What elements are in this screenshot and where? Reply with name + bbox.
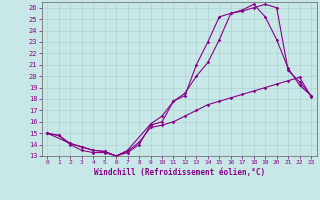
X-axis label: Windchill (Refroidissement éolien,°C): Windchill (Refroidissement éolien,°C) bbox=[94, 168, 265, 177]
